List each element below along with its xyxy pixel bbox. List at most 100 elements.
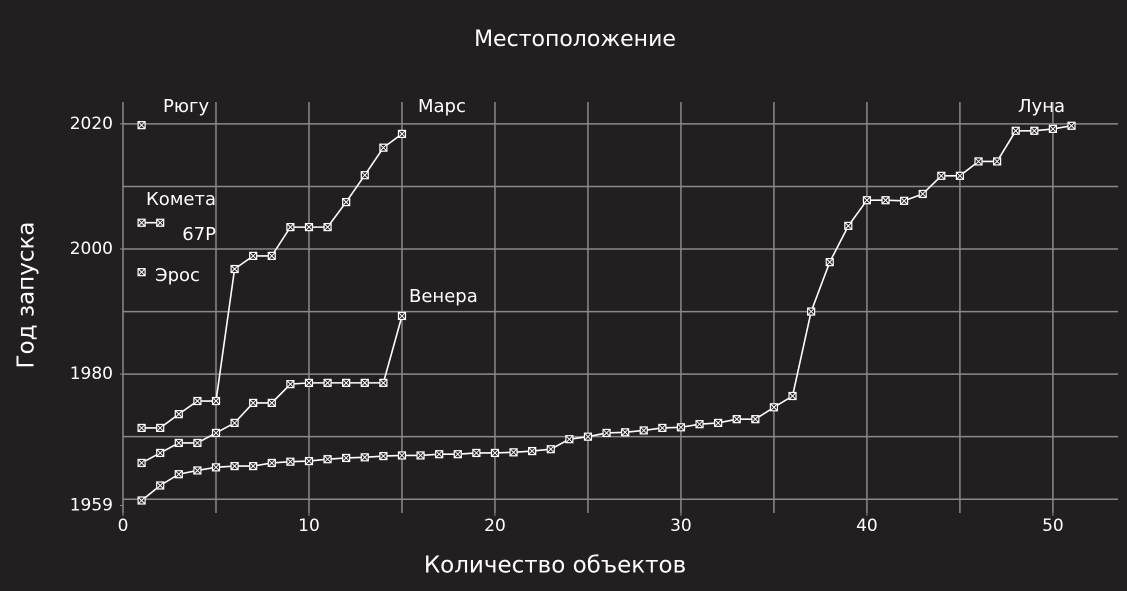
data-point <box>211 428 221 438</box>
data-point <box>156 218 165 227</box>
data-point <box>323 378 332 387</box>
marker-cross <box>714 419 722 427</box>
marker-cross <box>249 252 258 260</box>
data-point <box>267 398 276 407</box>
series-label: Марс <box>418 96 466 117</box>
marker-cross <box>918 190 927 198</box>
data-point <box>1048 124 1058 133</box>
data-point <box>360 453 369 462</box>
marker-cross <box>621 428 630 437</box>
marker-cross <box>137 459 146 467</box>
marker-cross <box>677 423 685 432</box>
data-point <box>304 223 314 232</box>
marker-cross <box>174 470 183 479</box>
marker-cross <box>565 435 574 444</box>
marker-cross <box>751 415 760 424</box>
data-point <box>360 171 369 180</box>
data-point <box>658 423 667 433</box>
marker-cross <box>212 429 220 437</box>
data-point <box>397 311 407 321</box>
marker-cross <box>230 265 239 273</box>
data-point <box>397 129 407 139</box>
y-tick-label: 2020 <box>70 114 113 134</box>
series-label: Венера <box>409 286 478 307</box>
data-point <box>286 457 295 466</box>
data-point <box>1030 126 1039 135</box>
data-point <box>211 396 221 406</box>
data-point <box>267 251 276 260</box>
marker-cross <box>956 171 964 180</box>
data-point <box>546 445 555 454</box>
data-point <box>249 461 258 471</box>
data-point <box>825 258 834 267</box>
data-point <box>769 403 779 412</box>
marker-cross <box>286 457 295 466</box>
data-point <box>137 496 146 505</box>
y-tick-label: 1959 <box>70 495 113 515</box>
series-label: Луна <box>1018 96 1065 117</box>
marker-cross <box>937 171 946 180</box>
marker-cross <box>230 462 239 470</box>
marker-cross <box>584 432 592 441</box>
data-point <box>137 218 146 227</box>
data-point <box>918 189 927 199</box>
marker-cross <box>379 379 388 387</box>
data-point <box>360 378 369 387</box>
data-point <box>323 455 332 464</box>
marker-cross <box>137 218 146 227</box>
data-point <box>453 450 462 459</box>
data-point <box>342 378 351 387</box>
data-point <box>751 415 760 424</box>
data-point <box>490 448 500 458</box>
marker-cross <box>286 380 295 388</box>
data-point <box>193 396 202 406</box>
marker-cross <box>398 451 406 460</box>
data-point <box>397 451 407 460</box>
data-point <box>695 420 704 429</box>
data-point <box>342 453 351 463</box>
series-label: Рюгу <box>163 96 209 117</box>
marker-cross <box>305 457 313 465</box>
marker-cross <box>137 121 146 129</box>
marker-cross <box>360 453 369 462</box>
marker-cross <box>267 252 276 260</box>
data-point <box>323 223 332 232</box>
marker-cross <box>528 447 537 455</box>
marker-cross <box>788 392 797 400</box>
marker-cross <box>1030 126 1039 135</box>
data-point <box>156 448 165 458</box>
marker-cross <box>1011 126 1020 135</box>
marker-cross <box>1049 125 1057 133</box>
data-point <box>1011 126 1020 135</box>
data-point <box>342 197 351 207</box>
marker-cross <box>472 449 481 457</box>
marker-cross <box>398 130 406 138</box>
marker-cross <box>174 410 183 419</box>
y-tick-label: 1980 <box>70 364 113 384</box>
data-point <box>137 268 146 277</box>
series-label: Комета 67P <box>146 189 216 245</box>
series-line <box>141 124 1072 502</box>
data-point <box>286 223 295 232</box>
marker-cross <box>770 403 778 412</box>
data-point <box>788 391 797 401</box>
data-point <box>1067 121 1076 130</box>
marker-cross <box>305 379 313 387</box>
data-point <box>676 423 686 432</box>
marker-cross <box>825 258 834 266</box>
marker-cross <box>267 459 276 467</box>
data-point <box>230 264 239 274</box>
data-point <box>528 446 537 456</box>
marker-cross <box>807 307 815 316</box>
marker-cross <box>732 415 741 424</box>
data-point <box>379 143 388 152</box>
marker-cross <box>435 450 444 459</box>
marker-cross <box>156 449 165 457</box>
marker-cross <box>900 196 908 205</box>
marker-cross <box>193 466 202 475</box>
marker-cross <box>174 439 183 447</box>
marker-cross <box>212 463 220 472</box>
data-point <box>230 461 239 471</box>
